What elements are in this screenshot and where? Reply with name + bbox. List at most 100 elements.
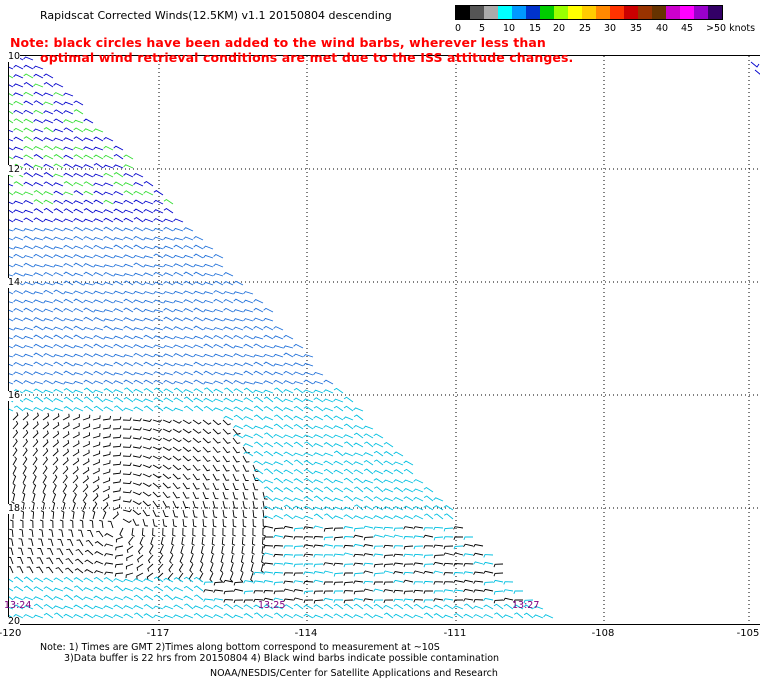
- wind-barb: [99, 519, 104, 529]
- wind-barb: [203, 254, 214, 259]
- wind-barb: [146, 572, 154, 581]
- wind-barb: [133, 299, 144, 304]
- wind-barb: [143, 387, 154, 394]
- wind-barb: [93, 128, 104, 133]
- wind-barb: [32, 456, 38, 466]
- wind-barb: [13, 585, 24, 592]
- wind-barb: [33, 83, 44, 88]
- wind-barb: [183, 308, 194, 313]
- wind-barb: [173, 370, 184, 376]
- wind-barb: [143, 291, 154, 295]
- wind-barb: [33, 586, 44, 592]
- wind-barb: [17, 547, 24, 556]
- wind-barb: [333, 460, 344, 466]
- wind-barb: [273, 553, 284, 558]
- wind-barb: [23, 64, 34, 70]
- wind-barb: [323, 398, 334, 403]
- wind-barb: [133, 290, 144, 295]
- wind-barb: [273, 423, 284, 430]
- wind-barb: [53, 128, 64, 133]
- wind-barb: [243, 354, 254, 358]
- wind-barb: [13, 191, 24, 196]
- wind-barb: [423, 605, 434, 610]
- wind-barb: [137, 545, 144, 555]
- wind-barb: [183, 271, 194, 277]
- wind-barb: [53, 227, 64, 232]
- wind-barb: [63, 361, 74, 367]
- wind-barb: [73, 595, 84, 601]
- wind-barb: [103, 605, 114, 610]
- wind-barb: [122, 489, 132, 494]
- wind-barb: [242, 491, 248, 500]
- wind-barb: [252, 482, 259, 491]
- wind-barb: [22, 492, 26, 502]
- wind-barb: [211, 536, 216, 546]
- wind-barb: [293, 468, 304, 475]
- wind-barb: [183, 353, 194, 358]
- wind-barb: [63, 280, 74, 286]
- wind-barb: [133, 372, 144, 376]
- wind-barb: [323, 389, 334, 394]
- wind-barb: [133, 344, 144, 349]
- wind-barb: [148, 545, 154, 555]
- wind-barb: [253, 460, 264, 466]
- wind-barb: [303, 496, 314, 502]
- legend-swatch: [694, 6, 708, 19]
- wind-barb: [53, 182, 64, 187]
- wind-barb: [62, 413, 70, 421]
- wind-barb: [19, 519, 24, 529]
- wind-barb: [283, 504, 294, 511]
- wind-barb: [463, 553, 474, 557]
- wind-barb: [143, 361, 154, 367]
- wind-barb: [433, 598, 444, 602]
- wind-barb: [443, 581, 454, 585]
- wind-barb: [23, 335, 34, 340]
- wind-barb: [413, 562, 424, 566]
- wind-barb: [203, 405, 214, 412]
- wind-barb: [43, 594, 54, 601]
- wind-barb: [22, 465, 27, 475]
- wind-barb: [113, 596, 124, 601]
- wind-barb: [81, 510, 85, 520]
- wind-barb: [13, 155, 24, 160]
- wind-barb: [383, 441, 394, 448]
- wind-barb: [162, 419, 172, 424]
- wind-barb: [113, 335, 124, 340]
- wind-barb: [543, 614, 554, 619]
- wind-barb: [202, 464, 211, 472]
- wind-barb: [33, 596, 44, 601]
- wind-barb: [283, 434, 294, 439]
- wind-barb: [123, 354, 134, 358]
- wind-barb: [123, 290, 134, 295]
- wind-barb: [373, 614, 384, 619]
- wind-barb: [123, 199, 134, 205]
- wind-barb: [283, 562, 294, 566]
- wind-barb: [53, 316, 64, 322]
- wind-barb: [182, 491, 190, 499]
- wind-barb: [53, 82, 64, 88]
- wind-barb: [63, 396, 74, 403]
- wind-barb: [72, 457, 80, 466]
- wind-barb: [83, 396, 94, 403]
- wind-barb: [103, 614, 114, 619]
- wind-barb: [22, 429, 29, 439]
- wind-barb: [343, 536, 354, 540]
- wind-barb: [63, 298, 74, 304]
- lat-label-12: 12: [8, 164, 21, 175]
- wind-barb: [283, 513, 294, 520]
- wind-barb: [263, 515, 274, 520]
- wind-barb: [63, 387, 74, 394]
- wind-barb: [9, 75, 14, 79]
- wind-barb: [83, 199, 94, 205]
- wind-barb: [242, 509, 247, 519]
- wind-barb: [143, 379, 154, 385]
- wind-barb: [179, 554, 184, 564]
- wind-barb: [333, 527, 344, 532]
- wind-barb: [9, 219, 14, 223]
- wind-barb: [232, 473, 239, 481]
- wind-barb: [53, 109, 64, 115]
- wind-barb: [82, 475, 89, 484]
- wind-barb: [13, 290, 24, 295]
- wind-barb: [212, 500, 218, 509]
- wind-barb: [142, 473, 152, 478]
